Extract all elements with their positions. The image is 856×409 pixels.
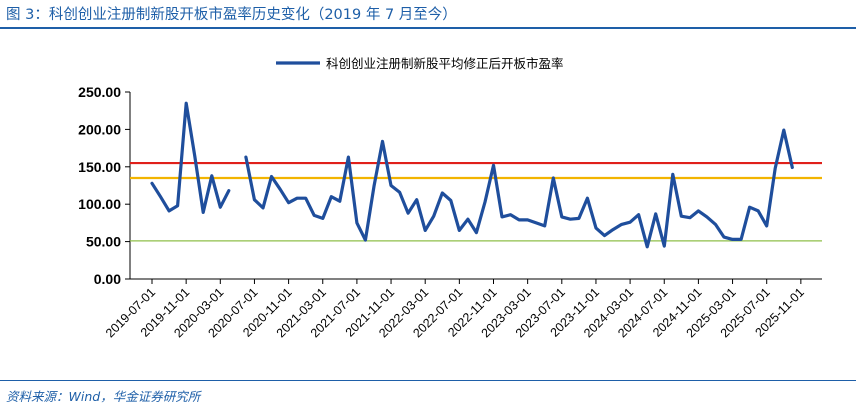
source-divider: [0, 380, 856, 381]
plot-area: 0.0050.00100.00150.00200.00250.002019-07…: [78, 56, 822, 340]
series-line: [150, 101, 231, 214]
title-divider: [0, 27, 856, 29]
series-line: [244, 128, 794, 249]
y-tick-label: 200.00: [78, 121, 121, 137]
y-tick-label: 0.00: [94, 271, 121, 287]
y-tick-label: 150.00: [78, 159, 121, 175]
line-chart: 0.0050.00100.00150.00200.00250.002019-07…: [78, 56, 822, 340]
source-note: 资料来源：Wind，华金证券研究所: [6, 389, 201, 404]
y-tick-label: 100.00: [78, 196, 121, 212]
figure-title: 图 3：科创创业注册制新股开板市盈率历史变化（2019 年 7 月至今）: [6, 7, 457, 23]
y-tick-label: 250.00: [78, 84, 121, 100]
y-tick-label: 50.00: [86, 234, 121, 250]
legend-label: 科创创业注册制新股平均修正后开板市盈率: [326, 56, 564, 71]
